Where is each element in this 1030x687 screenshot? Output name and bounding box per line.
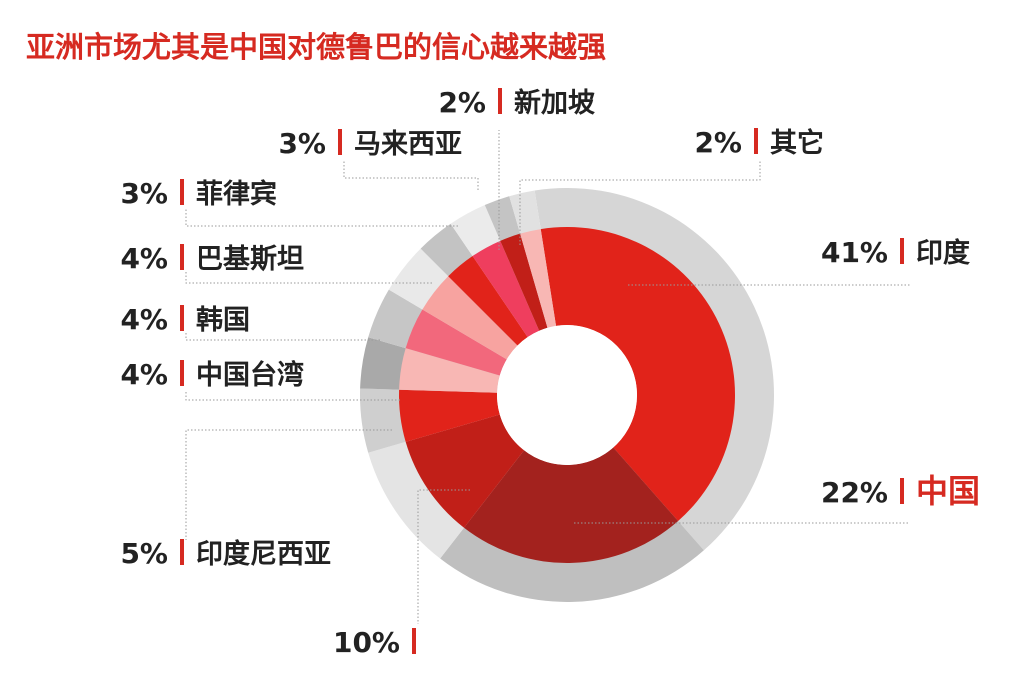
leader-line-9	[343, 160, 479, 190]
category-label-7: 巴基斯坦	[196, 244, 304, 275]
value-label-1: 41%	[821, 236, 888, 269]
pie-slice-9	[472, 240, 540, 338]
pie-slice-6	[405, 309, 507, 376]
pie-slice-10	[500, 233, 548, 331]
category-label-1: 印度	[916, 237, 970, 269]
value-label-9: 3%	[278, 127, 326, 160]
pie-slice-3	[405, 414, 525, 528]
value-label-11: 2%	[694, 126, 742, 159]
marker-bar-2	[900, 478, 904, 504]
value-label-10: 2%	[438, 86, 486, 119]
pie-slice-2	[464, 447, 679, 563]
marker-bar-5	[180, 360, 184, 386]
leader-line-7	[185, 270, 432, 284]
category-label-5: 中国台湾	[196, 359, 304, 391]
marker-bar-11	[754, 128, 758, 154]
value-label-8: 3%	[120, 177, 168, 210]
marker-bar-7	[180, 244, 184, 270]
category-label-9: 马来西亚	[354, 129, 462, 160]
leader-line-6	[185, 332, 380, 341]
value-label-6: 4%	[120, 303, 168, 336]
category-label-2: 中国	[916, 472, 980, 510]
marker-bar-3	[412, 628, 416, 654]
leader-line-4	[185, 429, 392, 540]
chart-title: 亚洲市场尤其是中国对德鲁巴的信心越来越强	[26, 30, 606, 64]
marker-bar-4	[180, 539, 184, 565]
value-label-2: 22%	[821, 476, 888, 509]
pie-slice-7	[422, 276, 518, 360]
category-label-6: 韩国	[196, 305, 250, 336]
value-label-3: 10%	[333, 626, 400, 659]
center-hole	[497, 325, 637, 465]
marker-bar-9	[338, 129, 342, 155]
leader-line-11	[519, 160, 761, 245]
pie-slice-4	[399, 389, 500, 442]
category-label-10: 新加坡	[514, 87, 595, 119]
marker-bar-8	[180, 179, 184, 205]
category-label-4: 印度尼西亚	[196, 538, 331, 570]
marker-bar-6	[180, 305, 184, 331]
value-label-4: 5%	[120, 537, 168, 570]
leader-line-5	[185, 390, 400, 401]
value-label-5: 4%	[120, 358, 168, 391]
pie-slice-1	[540, 226, 736, 522]
pie-slice-11	[520, 229, 557, 328]
category-label-8: 菲律宾	[196, 178, 277, 210]
slice-group	[399, 226, 736, 563]
category-label-11: 其它	[770, 127, 824, 159]
value-label-7: 4%	[120, 242, 168, 275]
pie-slice-8	[448, 256, 528, 346]
leader-line-group	[185, 130, 910, 624]
marker-bar-10	[498, 88, 502, 114]
leader-line-3	[417, 489, 470, 624]
marker-bar-1	[900, 238, 904, 264]
pie-slice-5	[399, 348, 500, 393]
leader-line-8	[185, 208, 458, 227]
